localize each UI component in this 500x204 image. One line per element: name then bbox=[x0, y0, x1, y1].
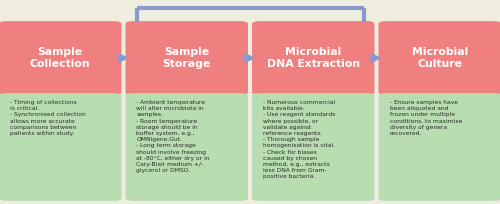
FancyBboxPatch shape bbox=[252, 21, 374, 95]
FancyBboxPatch shape bbox=[126, 93, 248, 201]
Text: - Timing of collections
is critical.
- Synchronised collection
allows more accur: - Timing of collections is critical. - S… bbox=[10, 100, 86, 136]
Text: Microbial
DNA Extraction: Microbial DNA Extraction bbox=[266, 47, 360, 69]
FancyBboxPatch shape bbox=[126, 21, 248, 95]
Text: - Ensure samples have
been aliquoted and
frozen under multiple
conditions, to ma: - Ensure samples have been aliquoted and… bbox=[390, 100, 462, 136]
Text: Sample
Collection: Sample Collection bbox=[30, 47, 90, 69]
FancyBboxPatch shape bbox=[378, 93, 500, 201]
FancyBboxPatch shape bbox=[252, 93, 374, 201]
FancyBboxPatch shape bbox=[0, 93, 122, 201]
Text: Sample
Storage: Sample Storage bbox=[162, 47, 211, 69]
Text: - Numerous commercial
kits available.
- Use reagent standards
where possible, or: - Numerous commercial kits available. - … bbox=[263, 100, 335, 179]
FancyBboxPatch shape bbox=[378, 21, 500, 95]
Text: Microbial
Culture: Microbial Culture bbox=[412, 47, 468, 69]
Text: - Ambient temperature
will alter microbiota in
samples.
- Room temperature
stora: - Ambient temperature will alter microbi… bbox=[136, 100, 210, 173]
FancyBboxPatch shape bbox=[0, 21, 122, 95]
